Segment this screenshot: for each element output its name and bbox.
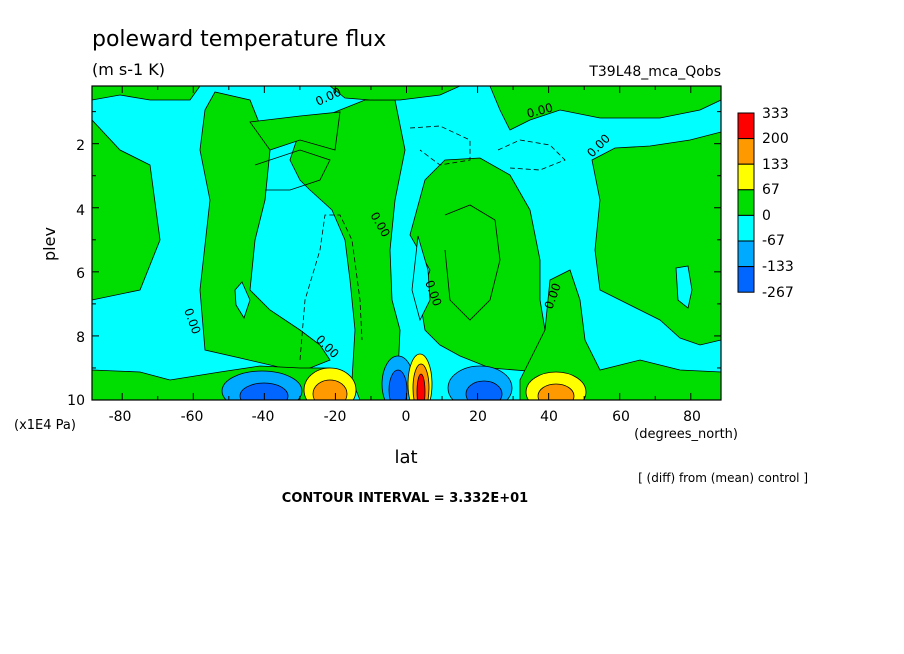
positive-region-nh-upper (489, 86, 721, 131)
neg-contour-sh (299, 214, 363, 361)
neg-contour-nh-top (497, 139, 566, 171)
y-axis-units: (x1E4 Pa) (14, 418, 76, 433)
legend-label: 67 (762, 182, 780, 198)
positive-region-equator-south (289, 99, 406, 400)
x-tick-label: 80 (683, 409, 701, 425)
zero-label: 0.00 (525, 100, 554, 120)
negative-hole-nh (675, 265, 693, 309)
plot-area (92, 86, 721, 400)
x-tick-label: 40 (540, 409, 558, 425)
extreme-minus20-inner (312, 379, 348, 400)
x-axis-label: lat (394, 447, 417, 468)
pos-contour-nh (444, 204, 501, 321)
x-axis-units: (degrees_north) (634, 427, 738, 442)
legend-swatch (737, 240, 755, 268)
y-tick-label: 10 (67, 393, 85, 409)
legend-swatch (737, 138, 755, 165)
contour-interval: CONTOUR INTERVAL = 3.332E+01 (282, 491, 528, 506)
legend-label: 200 (762, 131, 789, 147)
y-tick-label: 2 (76, 138, 85, 154)
positive-region-top-mid (329, 86, 461, 101)
legend-colorbar (737, 112, 755, 293)
extreme-minus4-inner (388, 369, 408, 400)
extreme-42-inner (537, 383, 575, 400)
positive-region-nh-midlat (519, 269, 721, 400)
legend-swatch (737, 163, 755, 191)
y-tick-label: 8 (76, 330, 85, 346)
legend-swatch (737, 189, 755, 216)
extreme-4-inner (416, 373, 426, 400)
y-axis-label: plev (40, 227, 59, 261)
legend-label: 133 (762, 157, 789, 173)
chart-title: poleward temperature flux (92, 27, 386, 52)
x-tick-label: -80 (109, 409, 132, 425)
legend-label: 333 (762, 106, 789, 122)
y-tick-labels: 2 4 6 8 10 (67, 138, 85, 409)
x-tick-label: 60 (612, 409, 630, 425)
y-tick-label: 4 (76, 203, 85, 219)
negative-hole-eq (411, 235, 431, 322)
chart-units: (m s-1 K) (92, 60, 165, 79)
negative-hole-sh (234, 281, 251, 319)
legend-label: -267 (762, 285, 794, 301)
positive-region-sh-upper (92, 119, 161, 301)
legend-label: 0 (762, 208, 771, 224)
legend-label: -133 (762, 259, 794, 275)
axis-ticks (92, 86, 721, 401)
diff-note: [ (diff) from (mean) control ] (638, 471, 808, 485)
pos-contour-sh (254, 149, 331, 191)
legend-swatch (737, 112, 755, 140)
x-tick-label: -60 (181, 409, 204, 425)
x-tick-labels: -80 -60 -40 -20 0 20 40 60 80 (109, 409, 701, 425)
x-tick-label: -40 (252, 409, 275, 425)
run-label: T39L48_mca_Qobs (588, 64, 721, 80)
legend-swatch (737, 214, 755, 242)
legend-swatch (737, 266, 755, 293)
x-tick-label: 0 (402, 409, 411, 425)
x-tick-label: -20 (324, 409, 347, 425)
y-tick-label: 6 (76, 266, 85, 282)
extreme-20-inner (465, 380, 503, 400)
legend-labels: 333 200 133 67 0 -67 -133 -267 (762, 106, 794, 301)
positive-region-top-sh (92, 86, 201, 101)
legend-label: -67 (762, 233, 785, 249)
x-tick-label: 20 (469, 409, 487, 425)
neg-contour-top (409, 125, 471, 166)
positive-region-upper-left-tongue (249, 111, 341, 151)
extreme-minus40-inner (239, 382, 289, 400)
